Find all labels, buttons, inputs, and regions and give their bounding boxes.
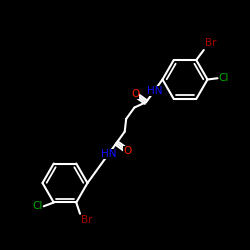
Text: Cl: Cl <box>219 73 229 83</box>
Text: O: O <box>131 89 140 99</box>
Text: HN: HN <box>100 149 116 159</box>
Text: O: O <box>123 146 132 156</box>
Text: Br: Br <box>81 215 92 225</box>
Text: Br: Br <box>205 38 216 48</box>
Text: HN: HN <box>146 86 162 96</box>
Text: Cl: Cl <box>32 201 42 211</box>
